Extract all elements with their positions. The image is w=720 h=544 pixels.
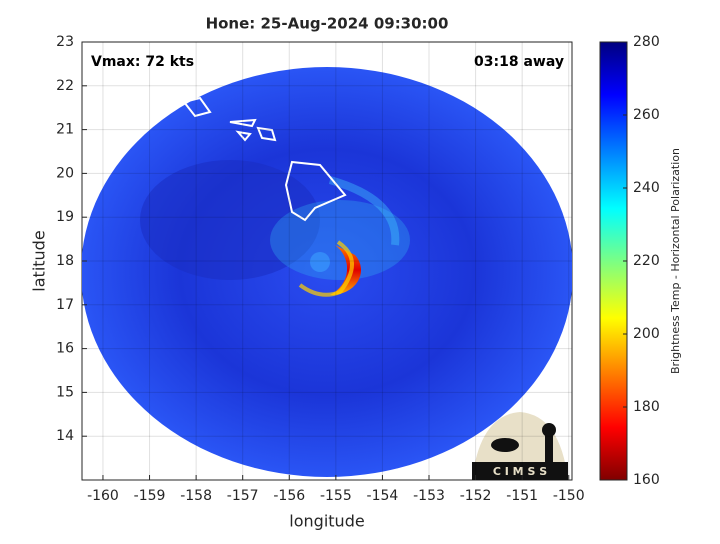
- y-tick-label: 21: [56, 122, 74, 138]
- y-tick-label: 19: [56, 209, 74, 225]
- satellite-image: [82, 67, 572, 477]
- y-tick-label: 16: [56, 341, 74, 357]
- x-tick-label: -150: [553, 488, 585, 504]
- y-tick-label: 17: [56, 297, 74, 313]
- y-tick-label: 23: [56, 34, 74, 50]
- x-tick-label: -152: [460, 488, 492, 504]
- x-tick-label: -156: [273, 488, 305, 504]
- colorbar-label: Brightness Temp - Horizontal Polarizatio…: [669, 148, 682, 374]
- colorbar-tick-label: 200: [633, 326, 660, 342]
- x-tick-label: -159: [134, 488, 166, 504]
- colorbar-tick-label: 180: [633, 399, 660, 415]
- x-tick-label: -158: [180, 488, 212, 504]
- colorbar-scale: [599, 41, 628, 481]
- y-tick-label: 15: [56, 384, 74, 400]
- logo-text: C I M S S: [493, 465, 547, 478]
- annotation: 03:18 away: [474, 54, 564, 70]
- y-tick-label: 20: [56, 165, 74, 181]
- chart-title: Hone: 25-Aug-2024 09:30:00: [206, 15, 449, 33]
- logo: C I M S S: [472, 412, 568, 480]
- x-tick-label: -153: [413, 488, 445, 504]
- colorbar-tick-label: 160: [633, 472, 660, 488]
- colorbar: 160 180 200 220 240 260 280: [599, 34, 660, 488]
- x-tick-label: -154: [367, 488, 399, 504]
- y-tick-label: 18: [56, 253, 74, 269]
- x-tick-label: -151: [506, 488, 538, 504]
- y-tick-label: 22: [56, 78, 74, 94]
- x-tick-label: -155: [320, 488, 352, 504]
- y-axis-label: latitude: [30, 230, 49, 291]
- annotation: Vmax: 72 kts: [91, 54, 194, 70]
- x-axis-label: longitude: [289, 512, 364, 531]
- x-tick-label: -157: [227, 488, 259, 504]
- y-tick-label: 14: [56, 428, 74, 444]
- colorbar-tick-label: 220: [633, 253, 660, 269]
- colorbar-tick-label: 260: [633, 107, 660, 123]
- x-tick-label: -160: [87, 488, 119, 504]
- colorbar-tick-label: 280: [633, 34, 660, 50]
- colorbar-tick-label: 240: [633, 180, 660, 196]
